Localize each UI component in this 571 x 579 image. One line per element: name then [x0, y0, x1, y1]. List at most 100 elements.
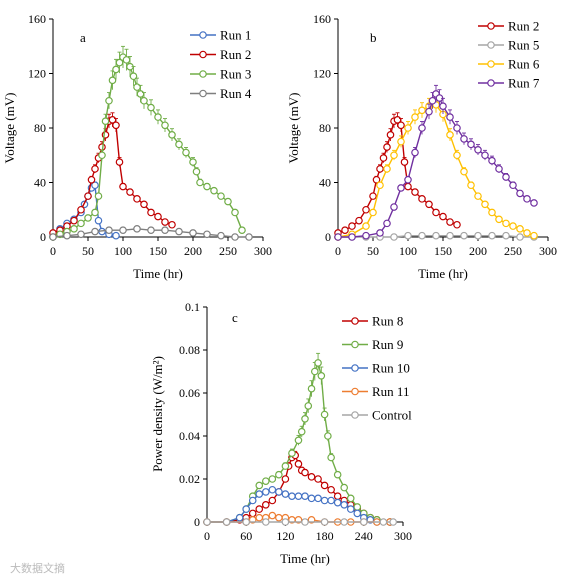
data-point: [275, 470, 283, 479]
data-point: [404, 182, 412, 191]
data-point: [418, 231, 426, 240]
data-point: [383, 143, 391, 151]
data-point: [439, 102, 447, 111]
x-tick-label: 300: [539, 244, 557, 258]
legend-label: Run 2: [220, 47, 251, 62]
legend-marker: [487, 22, 495, 30]
legend-marker: [487, 41, 495, 49]
legend-entry: Run 6: [478, 57, 540, 72]
data-point: [301, 518, 309, 526]
legend-marker: [199, 31, 207, 39]
data-point: [320, 410, 329, 419]
data-point: [530, 199, 538, 207]
data-point: [446, 218, 454, 226]
data-point: [530, 231, 538, 240]
data-point: [281, 518, 290, 526]
data-point: [261, 500, 270, 509]
legend-label: Run 10: [372, 361, 410, 376]
legend-entry: Run 1: [190, 28, 251, 43]
data-point: [294, 460, 303, 468]
data-point: [369, 208, 377, 217]
series-line: [338, 92, 535, 238]
data-point: [242, 505, 251, 513]
series-line: [337, 118, 458, 234]
legend-marker: [199, 89, 207, 98]
data-point: [294, 436, 303, 445]
data-point: [140, 200, 148, 209]
data-point: [133, 195, 141, 203]
data-point: [147, 208, 155, 217]
data-point: [404, 231, 412, 240]
data-point: [268, 475, 277, 483]
data-point: [362, 205, 370, 214]
y-tick-label: 40: [34, 176, 46, 190]
data-point: [297, 427, 306, 436]
data-point: [217, 192, 225, 200]
legend-marker: [199, 50, 207, 59]
data-point: [268, 485, 277, 494]
panel-a: 0 50 100 150 200 250 300 0 40 80 120 160 Time (hr) Vo…: [2, 12, 272, 281]
data-point: [390, 151, 398, 160]
data-point: [502, 219, 510, 228]
data-point: [383, 165, 391, 173]
y-tick-label: 0.1: [185, 300, 200, 314]
legend-marker: [199, 70, 207, 78]
legend-entry: Run 7: [478, 76, 540, 91]
data-point: [523, 229, 531, 237]
legend-marker: [351, 387, 359, 396]
legend-marker: [351, 364, 359, 372]
legend-entry: Run 3: [190, 67, 251, 82]
x-tick-label: 250: [219, 244, 237, 258]
data-point: [310, 367, 319, 376]
data-point: [87, 175, 96, 184]
data-point: [516, 225, 524, 233]
series-run-4: [49, 225, 253, 241]
y-axis-title: Power density (W/m²): [150, 356, 165, 472]
y-tick-label: 80: [34, 121, 46, 135]
data-point: [147, 226, 155, 234]
data-point: [70, 225, 78, 233]
data-point: [369, 192, 377, 200]
data-point: [327, 485, 335, 494]
data-point: [224, 197, 232, 206]
data-point: [474, 192, 482, 200]
data-point: [77, 230, 85, 239]
y-tick-label: 160: [313, 12, 331, 26]
data-point: [108, 76, 117, 85]
data-point: [281, 462, 290, 470]
panel-b: 0 50 100 150 200 250 300 0 40 80 120 160 Time (hr) Vo…: [286, 12, 557, 281]
data-point: [304, 402, 313, 410]
data-point: [488, 208, 496, 217]
panel-letter: a: [80, 30, 86, 45]
data-point: [453, 151, 461, 160]
data-point: [446, 131, 454, 139]
series-control: [203, 518, 398, 526]
data-point: [376, 229, 384, 237]
data-point: [397, 137, 405, 146]
data-point: [203, 518, 211, 526]
data-point: [112, 121, 120, 130]
legend-entry: Run 5: [478, 38, 539, 53]
data-point: [481, 151, 489, 160]
data-point: [63, 231, 71, 240]
x-tick-label: 150: [434, 244, 452, 258]
data-point: [355, 216, 363, 225]
data-point: [231, 233, 239, 241]
x-tick-label: 100: [399, 244, 417, 258]
legend-label: Run 7: [508, 76, 540, 91]
y-tick-label: 0: [325, 230, 331, 244]
legend-marker: [487, 79, 495, 87]
data-point: [84, 214, 92, 222]
legend-entry: Run 11: [342, 384, 409, 399]
data-point: [281, 475, 290, 483]
legend-label: Run 9: [372, 337, 403, 352]
panel-letter: c: [232, 310, 238, 325]
data-point: [281, 490, 290, 498]
data-point: [248, 509, 257, 518]
data-point: [523, 195, 531, 203]
y-tick-label: 120: [28, 67, 46, 81]
y-tick-label: 0.08: [179, 343, 200, 357]
data-point: [192, 167, 201, 176]
legend-label: Run 5: [508, 38, 539, 53]
legend-entry: Run 9: [342, 337, 403, 352]
